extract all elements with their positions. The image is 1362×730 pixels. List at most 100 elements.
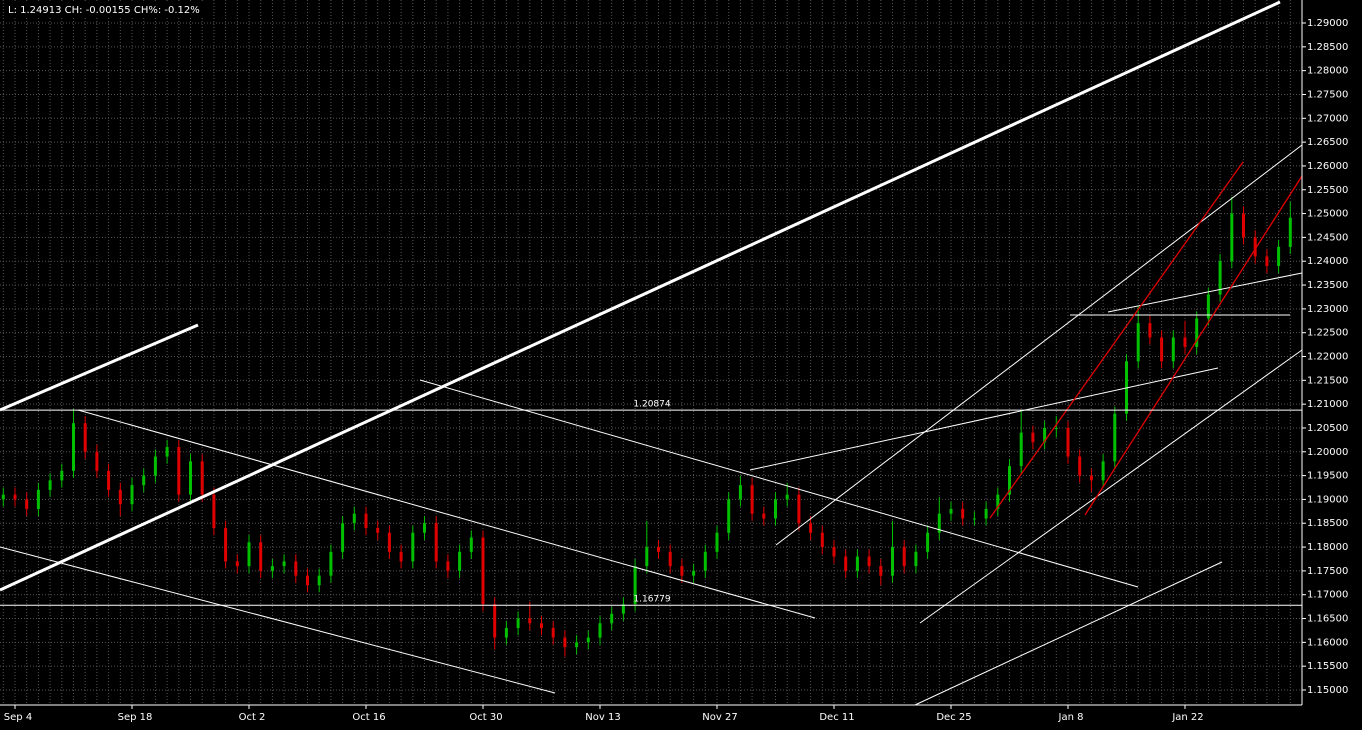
candle-body: [341, 523, 345, 552]
candle-body: [259, 542, 263, 571]
candle-body: [832, 547, 836, 557]
candle-body: [1136, 323, 1140, 362]
candle-body: [1230, 213, 1234, 262]
candle-body: [177, 447, 181, 495]
y-tick-label: 1.27000: [1307, 113, 1348, 124]
candle-body: [200, 461, 204, 495]
x-tick-label: Jan 8: [1058, 712, 1084, 723]
x-tick-label: Oct 30: [469, 712, 502, 723]
horizontal-line-label: 1.16779: [633, 595, 670, 605]
candle-body: [1043, 427, 1047, 443]
candle-body: [645, 547, 649, 567]
y-tick-label: 1.25500: [1307, 185, 1348, 196]
y-tick-label: 1.28500: [1307, 42, 1348, 53]
candle-body: [996, 494, 1000, 509]
candle-body: [107, 470, 111, 490]
candle-body: [902, 547, 906, 567]
y-tick-label: 1.29000: [1307, 18, 1348, 29]
trend-lines: [0, 0, 1303, 706]
y-tick-label: 1.20000: [1307, 447, 1348, 458]
candle-body: [1171, 337, 1175, 362]
trend-line: [0, 546, 556, 694]
candle-body: [762, 513, 766, 519]
trend-line: [0, 323, 199, 412]
candle-body: [1277, 246, 1281, 266]
candle-body: [785, 494, 789, 500]
info-text: L: 1.24913 CH: -0.00155 CH%: -0.12%: [8, 5, 200, 16]
candle-body: [750, 485, 754, 514]
y-tick-label: 1.15500: [1307, 661, 1348, 672]
candle-body: [692, 570, 696, 576]
candle-body: [130, 485, 134, 505]
y-tick-label: 1.23000: [1307, 304, 1348, 315]
candle-body: [891, 547, 894, 576]
candle-body: [481, 537, 485, 605]
candle-body: [1218, 261, 1222, 295]
candle-body: [13, 494, 17, 500]
candle-body: [48, 480, 52, 490]
candle-body: [972, 518, 976, 520]
candle-body: [1089, 475, 1093, 481]
candle-body: [1054, 427, 1058, 429]
x-tick-label: Oct 16: [352, 712, 385, 723]
y-tick-label: 1.24000: [1307, 256, 1348, 267]
candle-body: [376, 528, 380, 533]
candle-body: [867, 556, 871, 567]
candle-body: [60, 470, 64, 481]
candle-body: [212, 494, 216, 529]
candle-body: [809, 523, 813, 533]
y-tick-label: 1.18000: [1307, 542, 1348, 553]
y-tick-label: 1.17000: [1307, 590, 1348, 601]
grid: [0, 0, 1302, 705]
candle-body: [879, 566, 883, 576]
candle-body: [364, 513, 368, 529]
y-tick-label: 1.19500: [1307, 471, 1348, 482]
trend-line: [0, 0, 1281, 592]
horizontal-line-label: 1.20874: [633, 400, 670, 410]
y-tick-label: 1.15000: [1307, 685, 1348, 696]
trend-line: [914, 561, 1223, 706]
candle-body: [1066, 427, 1070, 457]
candle-body: [247, 542, 251, 567]
candle-body: [575, 642, 579, 648]
candle-body: [399, 551, 403, 562]
candle-body: [189, 461, 192, 495]
candle-body: [1195, 318, 1199, 347]
candle-body: [1206, 294, 1210, 319]
trend-line: [749, 367, 1219, 471]
horizontal-lines: 1.20874 1.16779: [0, 400, 1302, 606]
candle-body: [294, 561, 298, 576]
y-tick-label: 1.26500: [1307, 137, 1348, 148]
candle-body: [493, 604, 497, 638]
x-tick-label: Nov 13: [585, 712, 620, 723]
y-tick-label: 1.24500: [1307, 232, 1348, 243]
y-tick-label: 1.17500: [1307, 566, 1348, 577]
x-tick-label: Dec 25: [936, 712, 971, 723]
y-tick-label: 1.16500: [1307, 614, 1348, 625]
candle-body: [610, 613, 614, 624]
candle-body: [235, 561, 239, 567]
candle-body: [680, 566, 684, 576]
y-tick-label: 1.18500: [1307, 518, 1348, 529]
candle-body: [469, 537, 473, 552]
candle-body: [563, 637, 567, 648]
candle-body: [1031, 432, 1035, 443]
channel-line: [989, 161, 1244, 519]
y-tick-label: 1.25000: [1307, 209, 1348, 220]
y-tick-label: 1.20500: [1307, 423, 1348, 434]
candle-body: [961, 508, 965, 519]
trend-line: [919, 349, 1303, 624]
candle-body: [914, 551, 918, 567]
y-tick-label: 1.16000: [1307, 637, 1348, 648]
candle-body: [1253, 237, 1257, 257]
candle-body: [949, 508, 953, 514]
info-box: [4, 2, 204, 17]
candle-body: [715, 532, 719, 552]
x-tick-label: Sep 18: [118, 712, 153, 723]
candle-body: [621, 604, 625, 614]
candle-body: [352, 513, 356, 524]
y-tick-label: 1.22500: [1307, 328, 1348, 339]
candle-body: [844, 556, 848, 571]
candle-body: [1019, 432, 1023, 467]
